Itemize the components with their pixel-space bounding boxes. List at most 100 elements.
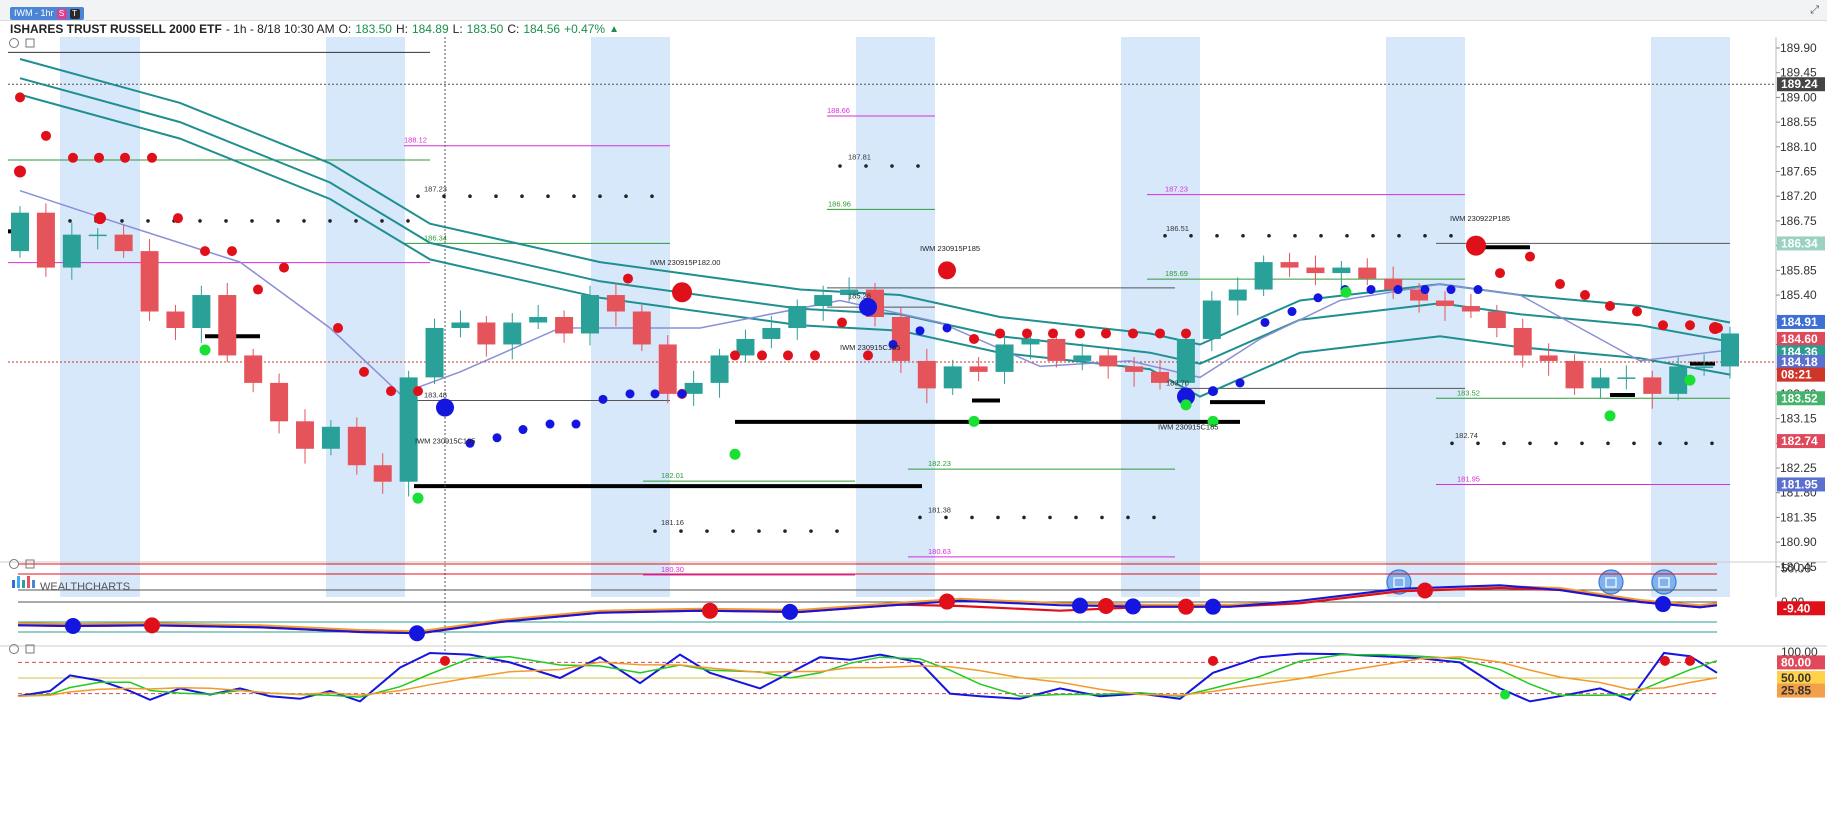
dotrow-left [406, 219, 410, 223]
dotrow-187-75 [838, 164, 842, 168]
panel2-marker-1 [1208, 655, 1218, 666]
open-label: O: [338, 22, 352, 36]
dotrow-left [224, 219, 228, 223]
dotrow-left [250, 219, 254, 223]
candle-body-29 [762, 327, 781, 339]
blue-dot-2 [518, 425, 528, 435]
green-dot-7 [1604, 410, 1616, 422]
panel1-marker-6 [1072, 597, 1088, 614]
candle-body-60 [1565, 360, 1584, 389]
session-shade-0 [60, 37, 140, 597]
dotrow-182-70 [1632, 441, 1636, 446]
candle-body-18 [477, 322, 496, 345]
price-tag-8: 182.74 [1781, 434, 1818, 448]
dotrow-left [198, 219, 202, 223]
candle-body-48 [1254, 262, 1273, 290]
panel1-marker-5 [939, 593, 955, 610]
blue-dot-17 [1366, 285, 1376, 295]
brand-mark-3 [27, 576, 30, 588]
red-dot-big-2 [94, 212, 106, 225]
low-label: L: [452, 22, 463, 36]
panel2-d-line [17, 653, 1718, 698]
blue-dot-13 [1260, 317, 1270, 327]
option-label-1: IWM 230915P185 [920, 244, 980, 253]
red-dot-1 [41, 130, 51, 141]
dotrow-182-70 [1476, 441, 1480, 446]
red-dot-2 [68, 152, 78, 163]
candle-body-61 [1591, 377, 1610, 389]
dotrow-186-48 [1423, 233, 1427, 238]
candle-body-2 [62, 234, 81, 268]
dotrow-186-48 [1319, 233, 1323, 238]
up-arrow-icon: ▲ [609, 23, 620, 35]
blue-dot-large-2 [859, 298, 877, 317]
expand-icon[interactable]: ⤢ [1810, 4, 1819, 16]
price-tick-label-5: 187.65 [1780, 165, 1817, 179]
dotrow-181-10 [679, 529, 683, 533]
red-dot-18 [757, 350, 767, 361]
red-dot-31 [1181, 328, 1191, 339]
red-dot-3 [94, 152, 104, 163]
candle-body-28 [736, 338, 755, 356]
candle-body-31 [814, 295, 833, 307]
green-dot-8 [1684, 374, 1696, 386]
price-tag-bg-0 [1777, 77, 1825, 92]
candle-body-12 [321, 426, 340, 449]
dotrow-182-70 [1658, 441, 1662, 446]
dotrow-187-75 [916, 164, 920, 168]
close-label: C: [507, 22, 520, 36]
panel-settings-icon-1 [9, 559, 19, 569]
panel-controls[interactable] [9, 38, 35, 654]
dotrow-187-20 [520, 194, 524, 199]
price-tag-6: 08:21 [1781, 368, 1812, 382]
chart-canvas[interactable]: 189.90 189.45 189.00 188.55 188.10 187.65 187.… [0, 37, 1827, 837]
dotrow-left [276, 219, 280, 223]
candle-body-13 [347, 426, 366, 466]
interval-info: - 1h - 8/18 10:30 AM [225, 22, 335, 36]
red-dot-9 [253, 284, 263, 295]
blue-dot-6 [625, 389, 635, 399]
dotrow-182-70 [1684, 441, 1688, 446]
panel2-marker-3 [1685, 655, 1695, 666]
dotrow-left [68, 219, 72, 223]
panel2-tag-bg-2 [1777, 671, 1825, 685]
level-label-6: 186.51 [1166, 224, 1189, 233]
dotrow-left [354, 219, 358, 223]
dotrow-182-70 [1450, 441, 1454, 446]
blue-dot-7 [650, 389, 660, 399]
panel1-marker-9 [1178, 598, 1194, 615]
dotrow-181-35 [1048, 515, 1052, 520]
dotrow-187-20 [442, 194, 446, 199]
price-tick-label-0: 189.90 [1780, 41, 1817, 55]
price-tag-bg-8 [1777, 434, 1825, 449]
chart-tab[interactable]: IWM - 1hr S T [10, 7, 84, 20]
s-badge[interactable]: S [56, 8, 67, 19]
dotrow-181-35 [1152, 515, 1156, 520]
blue-dot-0 [465, 438, 475, 448]
red-dot-33 [1525, 251, 1535, 262]
candle-body-24 [632, 311, 651, 345]
t-badge[interactable]: T [69, 8, 80, 19]
dotrow-187-20 [598, 194, 602, 199]
candle-body-35 [917, 360, 936, 389]
candle-body-46 [1202, 300, 1221, 339]
red-dot-13 [386, 386, 396, 397]
level-label-3: 187.23 [424, 185, 447, 194]
candles[interactable] [11, 203, 1739, 497]
dotrow-186-48 [1449, 233, 1453, 238]
level-label-20: 185.28 [848, 292, 871, 301]
candle-body-30 [788, 306, 807, 328]
level-label-16: 181.16 [661, 518, 684, 527]
candle-body-5 [140, 251, 159, 312]
candle-body-17 [451, 322, 470, 328]
panel2-tick-3: 25.85 [1781, 684, 1811, 698]
panel2-tick-2: 50.00 [1781, 671, 1811, 685]
red-dot-30 [1155, 328, 1165, 339]
red-dot-12 [359, 366, 369, 377]
candle-body-20 [529, 317, 548, 323]
candle-body-55 [1436, 300, 1454, 307]
candle-body-6 [166, 311, 185, 328]
candle-body-56 [1461, 306, 1480, 312]
price-tag-bg-2 [1777, 314, 1825, 329]
